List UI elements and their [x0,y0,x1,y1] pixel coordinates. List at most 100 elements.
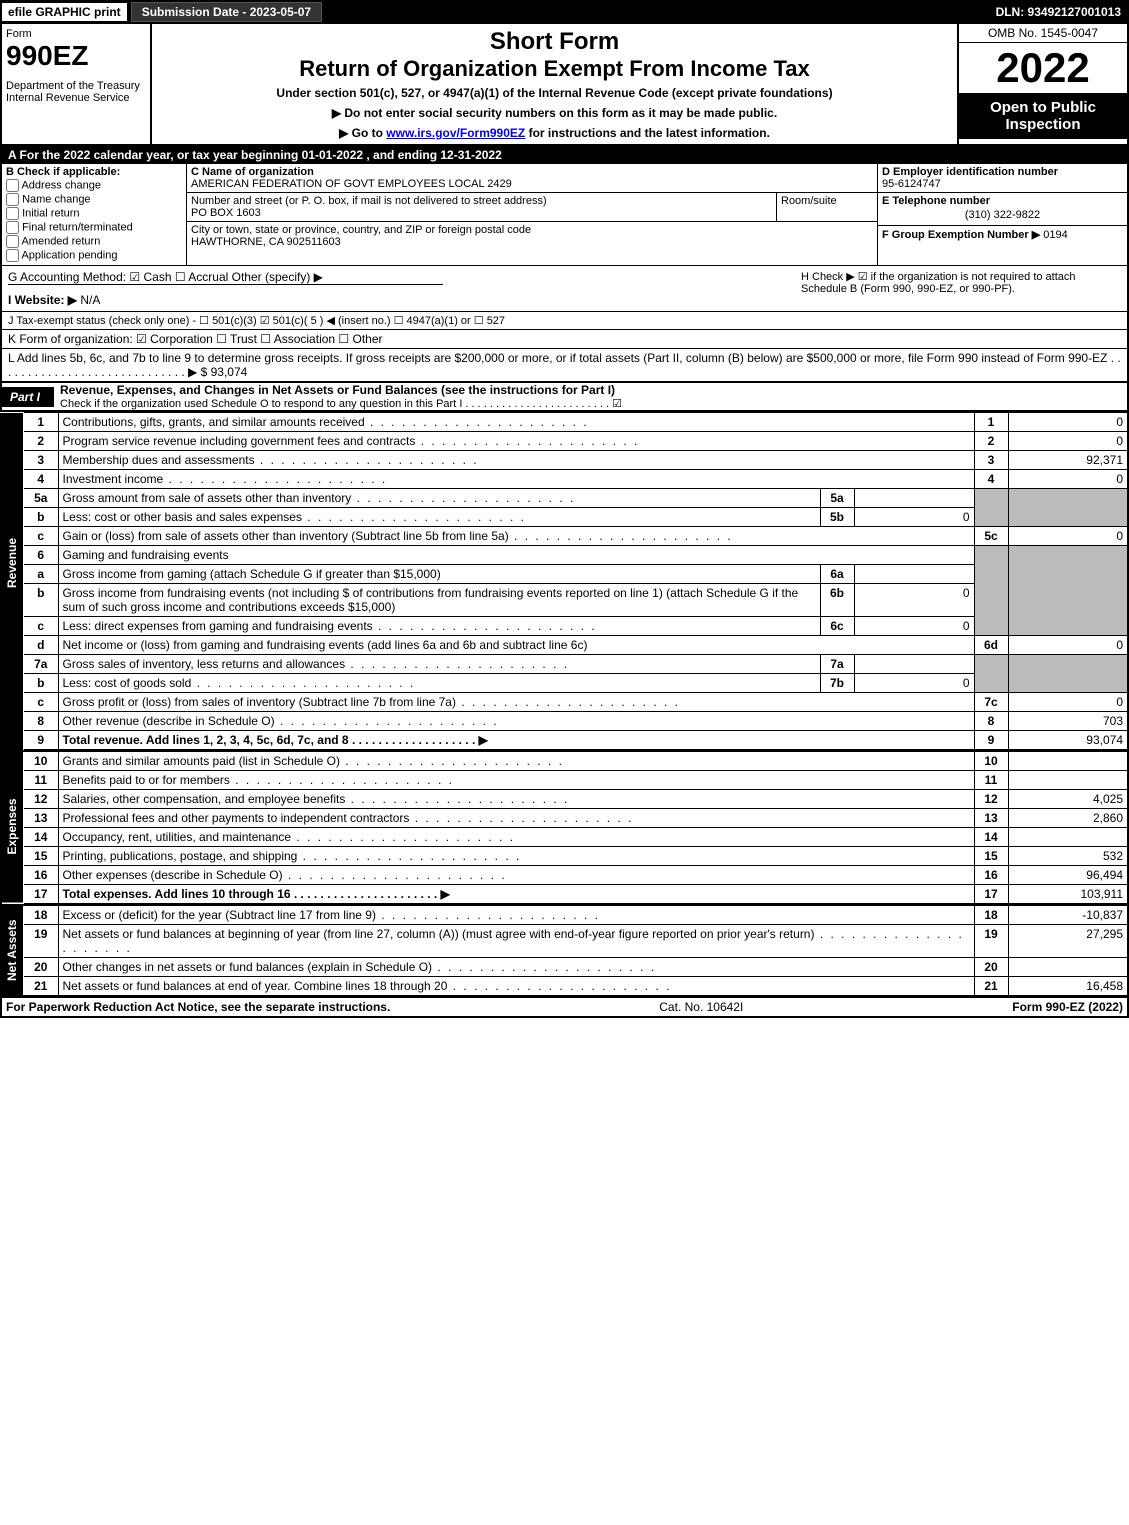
checkbox-name-change[interactable]: Name change [6,193,182,206]
line-9-num: 9 [24,731,58,750]
group-exemption-cell: F Group Exemption Number ▶ 0194 [878,226,1127,243]
line-15-num: 15 [24,847,58,866]
group-exemption-value: 0194 [1043,229,1067,241]
line-5b-subnum: 5b [820,508,854,527]
ein-cell: D Employer identification number 95-6124… [878,164,1127,193]
form-subtitle: Under section 501(c), 527, or 4947(a)(1)… [158,86,951,100]
checkbox-address-change[interactable]: Address change [6,179,182,192]
line-13-rnum: 13 [974,809,1008,828]
grey-5ab-val [1008,489,1128,527]
org-name-row: C Name of organization AMERICAN FEDERATI… [187,164,877,193]
lines-table-expenses: Expenses 10 Grants and similar amounts p… [0,750,1129,904]
col-c-org-info: C Name of organization AMERICAN FEDERATI… [187,164,877,265]
line-10-val [1008,751,1128,771]
line-16-num: 16 [24,866,58,885]
part-i-title: Revenue, Expenses, and Changes in Net As… [54,383,1127,410]
line-9-rnum: 9 [974,731,1008,750]
line-9-desc: Total revenue. Add lines 1, 2, 3, 4, 5c,… [58,731,974,750]
line-20-val [1008,958,1128,977]
line-6c-num: c [24,617,58,636]
line-6d-val: 0 [1008,636,1128,655]
line-11-val [1008,771,1128,790]
revenue-side-extra [1,712,24,750]
footer-catno: Cat. No. 10642I [659,1000,743,1014]
row-a-tax-year: A For the 2022 calendar year, or tax yea… [0,146,1129,164]
line-15-val: 532 [1008,847,1128,866]
line-20-num: 20 [24,958,58,977]
short-form-title: Short Form [158,28,951,56]
line-17-val: 103,911 [1008,885,1128,904]
row-j-tax-exempt: J Tax-exempt status (check only one) - ☐… [0,312,1129,330]
note-link: ▶ Go to www.irs.gov/Form990EZ for instru… [158,126,951,140]
line-7c-num: c [24,693,58,712]
street-cell: Number and street (or P. O. box, if mail… [187,193,777,221]
line-5c-rnum: 5c [974,527,1008,546]
line-16-desc: Other expenses (describe in Schedule O) [58,866,974,885]
phone-cell: E Telephone number (310) 322-9822 [878,193,1127,226]
row-l-amount: 93,074 [211,365,248,379]
line-6b-desc: Gross income from fundraising events (no… [58,584,820,617]
line-21-val: 16,458 [1008,977,1128,997]
line-6-desc: Gaming and fundraising events [58,546,974,565]
street-value: PO BOX 1603 [191,207,261,219]
irs-link[interactable]: www.irs.gov/Form990EZ [386,126,525,140]
col-d: D Employer identification number 95-6124… [877,164,1127,265]
line-11-desc: Benefits paid to or for members [58,771,974,790]
checkbox-final-return[interactable]: Final return/terminated [6,221,182,234]
line-7a-desc: Gross sales of inventory, less returns a… [58,655,820,674]
phone-value: (310) 322-9822 [882,207,1123,223]
line-14-desc: Occupancy, rent, utilities, and maintena… [58,828,974,847]
line-10-num: 10 [24,751,58,771]
line-19-val: 27,295 [1008,925,1128,958]
phone-label: E Telephone number [882,195,990,207]
line-17-num: 17 [24,885,58,904]
line-4-rnum: 4 [974,470,1008,489]
line-7b-desc: Less: cost of goods sold [58,674,820,693]
line-4-val: 0 [1008,470,1128,489]
line-5b-desc: Less: cost or other basis and sales expe… [58,508,820,527]
line-20-desc: Other changes in net assets or fund bala… [58,958,974,977]
line-12-rnum: 12 [974,790,1008,809]
line-21-num: 21 [24,977,58,997]
line-5b-num: b [24,508,58,527]
line-6c-subval: 0 [854,617,974,636]
line-19-rnum: 19 [974,925,1008,958]
ein-label: D Employer identification number [882,166,1058,178]
line-2-rnum: 2 [974,432,1008,451]
room-cell: Room/suite [777,193,877,221]
grey-6-val [1008,546,1128,636]
line-7c-val: 0 [1008,693,1128,712]
line-9-val: 93,074 [1008,731,1128,750]
note-link-pre: ▶ Go to [339,126,386,140]
netassets-side-label: Net Assets [1,905,24,996]
accounting-method: G Accounting Method: ☑ Cash ☐ Accrual Ot… [8,270,801,307]
line-8-desc: Other revenue (describe in Schedule O) [58,712,974,731]
line-19-desc: Net assets or fund balances at beginning… [58,925,974,958]
line-7c-rnum: 7c [974,693,1008,712]
checkbox-initial-return[interactable]: Initial return [6,207,182,220]
line-6d-desc: Net income or (loss) from gaming and fun… [58,636,974,655]
line-5a-subval [854,489,974,508]
line-1-val: 0 [1008,413,1128,432]
line-3-num: 3 [24,451,58,470]
checkbox-amended-return[interactable]: Amended return [6,235,182,248]
line-6c-subnum: 6c [820,617,854,636]
line-6a-desc: Gross income from gaming (attach Schedul… [58,565,820,584]
row-l-gross-receipts: L Add lines 5b, 6c, and 7b to line 9 to … [0,349,1129,382]
part-i-sub: Check if the organization used Schedule … [60,397,1127,410]
line-19-num: 19 [24,925,58,958]
line-7c-desc: Gross profit or (loss) from sales of inv… [58,693,974,712]
efile-label[interactable]: efile GRAPHIC print [2,3,127,21]
line-7b-num: b [24,674,58,693]
line-13-num: 13 [24,809,58,828]
form-header: Form 990EZ Department of the Treasury In… [0,24,1129,146]
line-14-rnum: 14 [974,828,1008,847]
line-6d-rnum: 6d [974,636,1008,655]
line-5c-val: 0 [1008,527,1128,546]
row-i: I Website: ▶ N/A [8,293,801,307]
checkbox-application-pending[interactable]: Application pending [6,249,182,262]
line-8-rnum: 8 [974,712,1008,731]
grey-5ab [974,489,1008,527]
expenses-side-label: Expenses [1,751,24,904]
page-footer: For Paperwork Reduction Act Notice, see … [0,997,1129,1018]
